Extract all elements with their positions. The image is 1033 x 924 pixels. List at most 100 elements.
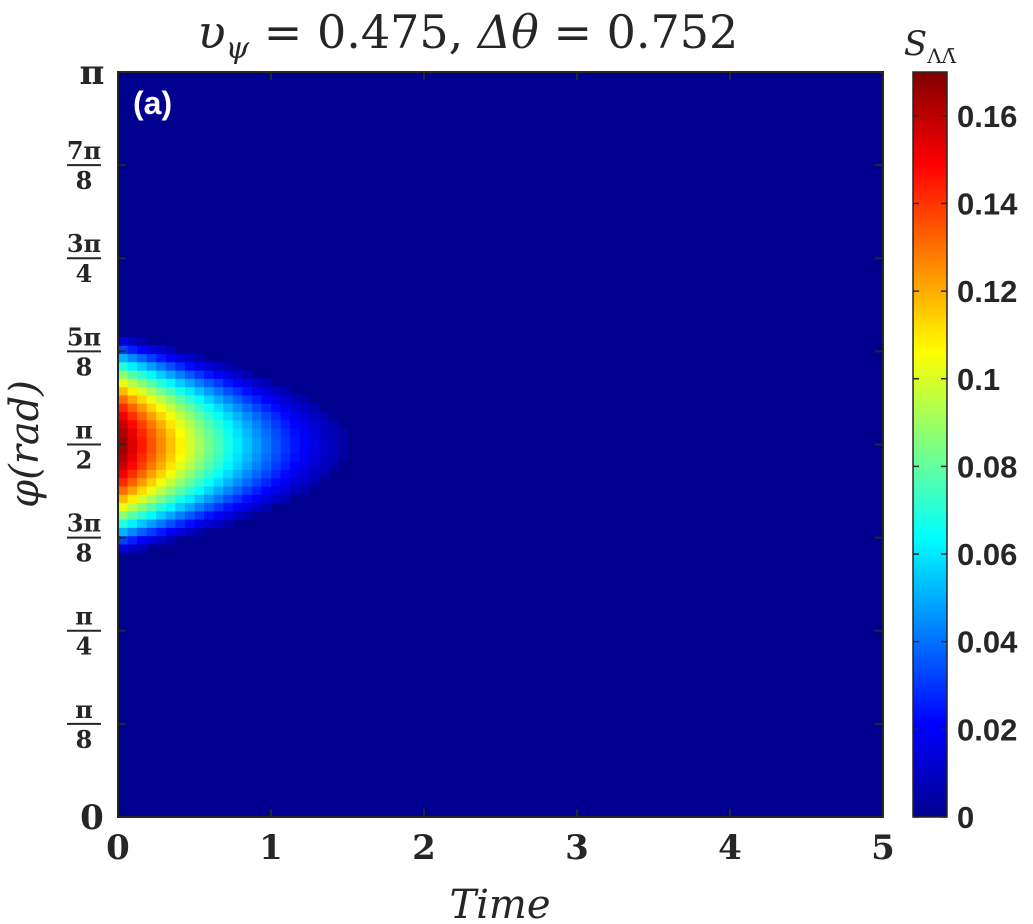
heatmap-cell [137,378,148,388]
heatmap-cell [290,427,301,437]
heatmap-cell [118,411,129,421]
heatmap-cell [223,510,234,520]
heatmap-cell [184,485,196,495]
colorbar-label-subscript: ΛΛ̄ [926,44,956,68]
heatmap-cell [271,411,282,421]
heatmap-cell [165,378,176,388]
heatmap-cell [318,469,329,479]
heatmap-cell [118,378,129,388]
heatmap-cell [204,370,215,379]
heatmap-cell [223,411,234,421]
heatmap-cell [223,370,234,379]
heatmap-cell [309,403,320,412]
heatmap-cell [165,510,176,520]
colorbar-tick-label: 0 [957,800,974,835]
heatmap-cell [213,394,224,404]
heatmap-cell [146,394,157,404]
y-tick-label-numerator: 3π [67,509,101,538]
heatmap-cell [118,361,129,371]
heatmap-cell [137,510,148,520]
heatmap-cell [175,461,186,470]
heatmap-cell [299,403,310,412]
y-axis-label-unit: (rad) [2,380,48,480]
heatmap-cell [146,403,157,412]
y-tick-label-denominator: 8 [76,725,93,754]
heatmap-cell [184,394,196,404]
heatmap-cell [184,444,196,454]
colorbar-tick-label: 0.02 [957,712,1017,747]
heatmap-cell [251,403,263,412]
heatmap-cell [261,502,272,512]
heatmap-cell [309,477,320,487]
heatmap-cell [280,477,291,487]
x-tick-label: 0 [106,828,130,868]
heatmap-cell [232,469,243,479]
heatmap-cell [309,427,320,437]
heatmap-cell [232,394,243,404]
heatmap-cell [261,485,272,495]
heatmap-cell [146,361,157,371]
colorbar-gradient [913,72,947,817]
heatmap-cell [194,411,205,421]
heatmap-cell [242,461,253,470]
heatmap-cell [232,378,243,388]
heatmap-cell [271,394,282,404]
heatmap-cell [146,461,157,470]
heatmap-cell [223,361,234,371]
heatmap-cell [271,403,282,412]
heatmap-cell [232,436,243,446]
heatmap-cell [194,461,205,470]
heatmap-cell [242,477,253,487]
heatmap-cell [251,444,263,454]
heatmap-cell [127,510,138,520]
heatmap-cell [290,485,301,495]
x-tick-label: 5 [871,828,895,868]
heatmap-cell [175,403,186,412]
heatmap-cell [184,494,196,504]
heatmap-cell [223,419,234,429]
heatmap-cell [156,452,167,462]
heatmap-cell [290,444,301,454]
heatmap-cell [290,461,301,470]
heatmap-cell [165,519,176,528]
heatmap-cell [165,461,176,470]
heatmap-cell [156,427,167,437]
heatmap-cell [118,370,129,379]
heatmap-cell [309,419,320,429]
heatmap-cell [184,519,196,528]
heatmap-cell [223,469,234,479]
colorbar-ticks: 0 0.02 0.04 0.06 0.08 0.1 0.12 0.14 0.16 [913,99,1018,835]
heatmap-cell [309,461,320,470]
heatmap-cell [309,444,320,454]
heatmap-cell [194,502,205,512]
heatmap-cell [232,419,243,429]
heatmap-cell [261,386,272,396]
heatmap-cell [156,477,167,487]
heatmap-cell [146,469,157,479]
heatmap-cell [242,485,253,495]
x-axis-label: Time [449,882,550,924]
heatmap-cell [299,477,310,487]
heatmap-cell [280,494,291,504]
heatmap-cell [175,353,186,363]
y-axis-label: φ(rad) [2,380,48,508]
heatmap-cell [280,394,291,404]
y-tick-label-numerator: π [75,415,93,444]
heatmap-cell [204,510,215,520]
heatmap-cell [223,436,234,446]
heatmap-cell [118,510,129,520]
heatmap-cell [127,411,138,421]
heatmap-cell [165,353,176,363]
heatmap-cell [156,386,167,396]
heatmap-cell [223,461,234,470]
heatmap-cell [137,336,148,346]
heatmap-cell [118,419,129,429]
heatmap-cell [146,510,157,520]
heatmap-cell [165,370,176,379]
heatmap-cell [251,461,263,470]
heatmap-cell [213,510,224,520]
heatmap-cell [242,378,253,388]
heatmap-cell [309,411,320,421]
heatmap-cell [146,485,157,495]
heatmap-cell [232,370,243,379]
